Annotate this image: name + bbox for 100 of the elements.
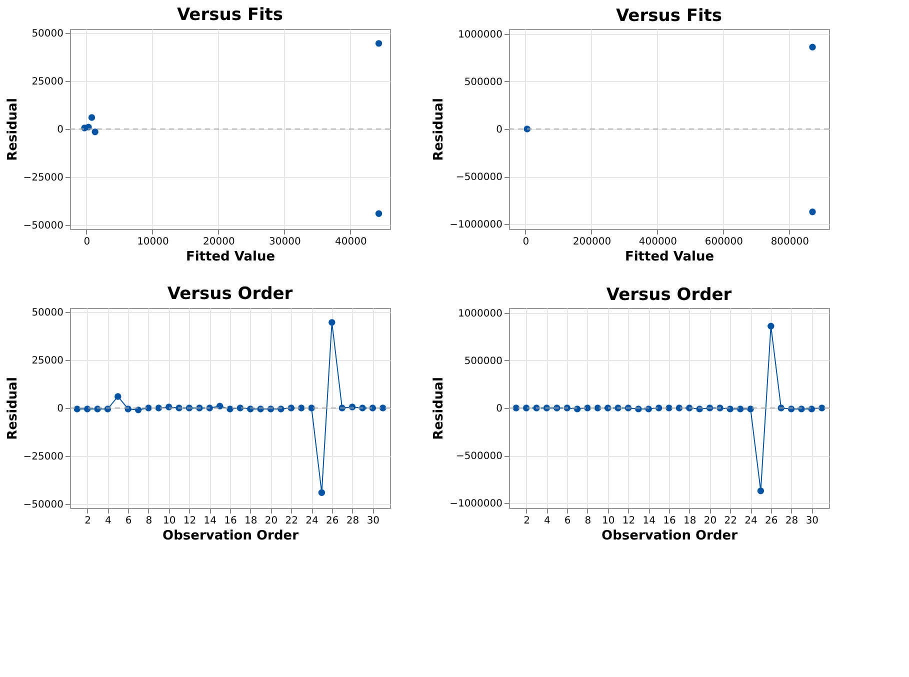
x-tick-label: 10000 [137, 236, 169, 248]
point [298, 404, 305, 412]
x-tick-label: 12 [183, 516, 196, 526]
point [757, 488, 764, 494]
x-tick-label: 14 [204, 516, 216, 526]
x-tick-label: 4 [105, 516, 112, 526]
x-tick-label: 18 [244, 516, 258, 526]
x-tick-label: 40000 [335, 236, 367, 248]
y-tick-label: 50000 [32, 307, 64, 318]
y-tick-label: 1000000 [458, 308, 502, 320]
point [74, 406, 80, 412]
x-axis-title: Observation Order [162, 528, 300, 544]
point [818, 404, 826, 412]
point [369, 404, 376, 412]
point [92, 128, 98, 136]
x-tick-label: 28 [346, 516, 360, 526]
point [584, 404, 591, 412]
y-tick-label: −1000000 [450, 220, 502, 231]
x-tick-label: 22 [724, 516, 738, 526]
point [522, 404, 530, 412]
point [676, 404, 683, 412]
point [155, 404, 162, 412]
point [736, 406, 744, 412]
x-tick-label: 2 [524, 516, 530, 526]
y-axis-title: Residual [5, 377, 20, 440]
y-tick-label: 500000 [464, 356, 502, 367]
point [655, 404, 662, 412]
x-tick-label: 12 [622, 516, 636, 526]
point [226, 406, 234, 412]
point [380, 404, 386, 412]
x-axis-title: Fitted Value [624, 250, 714, 264]
x-tick-label: 18 [684, 516, 696, 526]
chart-title: Versus Fits [176, 4, 284, 25]
x-tick-label: 10 [602, 516, 615, 526]
y-axis-title: Residual [432, 98, 447, 161]
x-tick-label: 8 [146, 516, 152, 526]
x-tick-label: 14 [642, 516, 656, 526]
x-tick-label: 30 [366, 516, 380, 526]
point [809, 44, 816, 50]
x-tick-label: 26 [765, 516, 778, 526]
y-axis-title: Residual [432, 377, 447, 440]
y-tick-label: −25000 [23, 172, 64, 184]
y-tick-label: 0 [57, 404, 64, 414]
point [84, 406, 91, 412]
y-tick-label: −500000 [456, 451, 502, 462]
x-axis-title: Observation Order [602, 528, 738, 544]
point [747, 406, 754, 412]
y-tick-label: −500000 [456, 172, 502, 184]
point [808, 406, 816, 412]
point [594, 404, 602, 412]
x-tick-label: 24 [744, 516, 758, 526]
point [145, 404, 152, 412]
x-tick-label: 16 [224, 516, 237, 526]
y-tick-label: 0 [496, 404, 502, 414]
chart-title: Versus Order [167, 284, 294, 304]
x-tick-label: 2 [84, 516, 92, 526]
point [216, 402, 224, 410]
x-tick-label: 6 [125, 516, 132, 526]
x-tick-label: 22 [285, 516, 298, 526]
x-tick-label: 16 [663, 516, 676, 526]
chart-title: Versus Order [606, 284, 732, 305]
point [375, 40, 382, 47]
y-tick-label: 25000 [32, 355, 64, 366]
chart-title: Versus Fits [616, 6, 722, 26]
y-tick-label: −1000000 [450, 498, 502, 510]
x-tick-label: 30000 [269, 236, 301, 248]
point [308, 404, 315, 412]
y-tick-label: 0 [496, 124, 502, 136]
y-tick-label: −50000 [23, 220, 64, 232]
point [375, 210, 382, 217]
point [88, 114, 96, 121]
point [318, 489, 326, 496]
y-axis-title: Residual [5, 98, 20, 161]
y-tick-label: 1000000 [458, 29, 502, 40]
x-tick-label: 8 [584, 516, 592, 526]
point [666, 404, 672, 412]
x-tick-label: 26 [326, 516, 339, 526]
point [809, 208, 816, 216]
x-tick-label: 28 [785, 516, 798, 526]
x-tick-label: 400000 [638, 236, 678, 248]
point [236, 404, 244, 412]
y-tick-label: 500000 [464, 76, 502, 88]
x-tick-label: 200000 [572, 236, 612, 248]
x-tick-label: 20000 [203, 236, 235, 248]
point [328, 319, 336, 326]
x-tick-label: 10 [162, 516, 176, 526]
x-tick-label: 0 [522, 236, 530, 248]
y-tick-label: −25000 [23, 452, 64, 463]
x-tick-label: 600000 [704, 236, 744, 248]
x-tick-label: 20 [264, 516, 278, 526]
x-axis-title: Fitted Value [186, 250, 276, 264]
y-tick-label: −50000 [23, 500, 64, 511]
point [134, 406, 142, 414]
point [768, 322, 774, 330]
x-tick-label: 0 [84, 236, 90, 248]
x-tick-label: 800000 [770, 236, 810, 248]
point [114, 393, 122, 400]
x-tick-label: 30 [806, 516, 819, 526]
y-tick-label: 50000 [32, 28, 64, 40]
y-tick-label: 25000 [32, 76, 64, 88]
